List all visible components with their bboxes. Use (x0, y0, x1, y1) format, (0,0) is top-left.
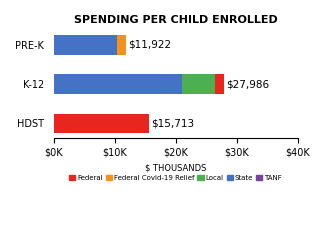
Title: SPENDING PER CHILD ENROLLED: SPENDING PER CHILD ENROLLED (74, 15, 278, 25)
Text: $15,713: $15,713 (151, 118, 194, 128)
Bar (117, 35, 126, 55)
Text: $27,986: $27,986 (226, 79, 269, 89)
Bar (182, 74, 215, 94)
Bar (215, 74, 224, 94)
Bar (54, 114, 150, 133)
X-axis label: $ THOUSANDS: $ THOUSANDS (145, 163, 206, 172)
Legend: Federal, Federal Covid-19 Relief, Local, State, TANF: Federal, Federal Covid-19 Relief, Local,… (66, 172, 285, 183)
Text: $11,922: $11,922 (128, 40, 171, 50)
Bar (54, 74, 182, 94)
Bar (54, 35, 117, 55)
